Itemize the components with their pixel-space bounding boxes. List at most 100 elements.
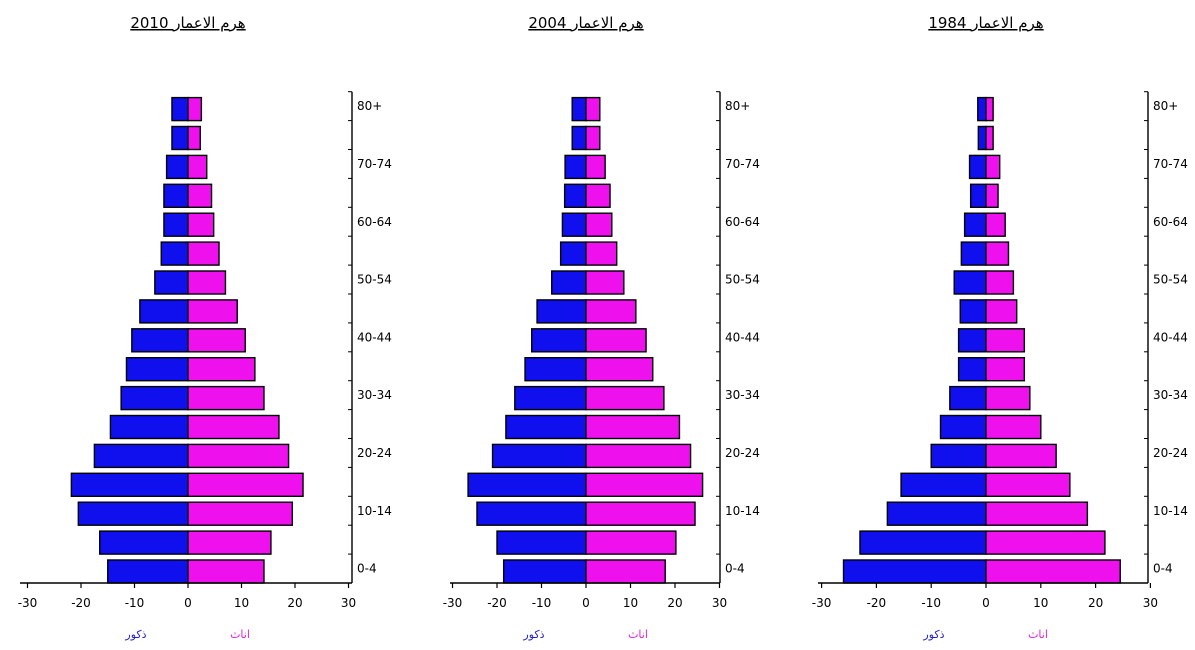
- female-bar: [187, 212, 215, 237]
- male-bar: [559, 241, 587, 266]
- male-bar: [491, 443, 587, 469]
- male-bar: [171, 96, 189, 122]
- male-bar: [561, 212, 587, 237]
- pyramid-0: هرم الاعمار 2010 -30 -20 -10 0 10 20 30 0-4 10-14…: [18, 14, 392, 641]
- male-bar: [139, 299, 189, 324]
- age-label: 30-34: [725, 388, 760, 402]
- male-bar: [125, 357, 189, 382]
- female-bar: [985, 299, 1018, 324]
- female-bar: [985, 385, 1031, 411]
- x-tick-label: 30: [1143, 596, 1158, 610]
- female-bar: [985, 96, 994, 122]
- female-bar: [985, 270, 1015, 295]
- female-bar: [585, 212, 613, 237]
- x-tick-label: 20: [287, 596, 302, 610]
- age-label: 50-54: [1153, 273, 1188, 287]
- male-bar: [886, 501, 987, 526]
- age-label: 80+: [725, 99, 750, 113]
- x-tick-label: -10: [921, 596, 941, 610]
- female-bar: [985, 125, 994, 151]
- age-label: 70-74: [1153, 157, 1188, 171]
- male-bar: [502, 559, 587, 584]
- female-bar: [985, 183, 999, 209]
- x-tick-label: -20: [71, 596, 91, 610]
- x-tick-label: 30: [341, 596, 356, 610]
- male-bar: [969, 183, 987, 209]
- female-bar: [187, 154, 208, 180]
- female-legend-label: اناث: [230, 628, 250, 641]
- female-bar: [985, 530, 1106, 555]
- x-tick-label: 10: [623, 596, 638, 610]
- male-bar: [977, 125, 987, 151]
- x-tick-label: 30: [712, 596, 727, 610]
- age-label: 60-64: [725, 215, 760, 229]
- x-tick-label: 20: [667, 596, 682, 610]
- age-label: 20-24: [357, 446, 392, 460]
- male-bar: [70, 472, 189, 497]
- female-bar: [585, 472, 704, 497]
- female-bar: [585, 125, 601, 151]
- female-bar: [985, 212, 1006, 237]
- female-bar: [585, 414, 681, 440]
- x-tick-label: -10: [532, 596, 552, 610]
- female-bar: [985, 501, 1089, 526]
- female-bar: [585, 530, 677, 555]
- male-bar: [953, 270, 987, 295]
- male-bar: [957, 328, 987, 353]
- female-bar: [187, 414, 280, 440]
- female-bar: [187, 443, 290, 469]
- male-bar: [564, 154, 587, 180]
- female-bar: [585, 270, 625, 295]
- female-bar: [187, 241, 220, 266]
- male-legend-label: ذكور: [522, 628, 544, 641]
- male-bar: [960, 241, 987, 266]
- male-bar: [514, 385, 587, 411]
- male-bar: [571, 125, 587, 151]
- female-bar: [585, 299, 637, 324]
- female-bar: [985, 328, 1026, 353]
- male-bar: [120, 385, 189, 411]
- chart-title: هرم الاعمار 2010: [130, 14, 245, 32]
- male-bar: [496, 530, 587, 555]
- male-bar: [571, 96, 587, 122]
- x-tick-label: 0: [582, 596, 590, 610]
- age-label: 10-14: [1153, 504, 1188, 518]
- x-tick-label: -30: [18, 596, 38, 610]
- female-bar: [985, 443, 1057, 469]
- age-label: 0-4: [1153, 562, 1173, 576]
- x-tick-label: -20: [867, 596, 887, 610]
- female-bar: [187, 559, 265, 584]
- male-bar: [467, 472, 587, 497]
- age-label: 40-44: [357, 330, 392, 344]
- female-bar: [187, 501, 294, 526]
- female-bar: [585, 241, 618, 266]
- male-bar: [939, 414, 987, 440]
- age-label: 10-14: [725, 504, 760, 518]
- x-tick-label: -20: [487, 596, 507, 610]
- female-bar: [585, 357, 654, 382]
- male-bar: [963, 212, 987, 237]
- x-tick-label: 10: [234, 596, 249, 610]
- male-bar: [968, 154, 987, 180]
- x-tick-label: 0: [982, 596, 990, 610]
- male-bar: [77, 501, 189, 526]
- female-bar: [187, 125, 202, 151]
- male-bar: [859, 530, 987, 555]
- age-label: 40-44: [1153, 330, 1188, 344]
- male-bar: [163, 212, 189, 237]
- age-label: 30-34: [357, 388, 392, 402]
- x-tick-label: -30: [812, 596, 832, 610]
- male-bar: [154, 270, 189, 295]
- male-bar: [163, 183, 189, 209]
- male-bar: [551, 270, 587, 295]
- pyramid-2: هرم الاعمار 1984 -30 -20 -10 0 10 20 30 0-4 10-14…: [812, 14, 1188, 641]
- male-legend-label: ذكور: [124, 628, 146, 641]
- female-bar: [585, 501, 696, 526]
- male-bar: [957, 357, 987, 382]
- male-bar: [99, 530, 189, 555]
- age-label: 80+: [357, 99, 382, 113]
- male-bar: [476, 501, 587, 526]
- female-bar: [187, 270, 227, 295]
- male-bar: [160, 241, 189, 266]
- age-label: 40-44: [725, 330, 760, 344]
